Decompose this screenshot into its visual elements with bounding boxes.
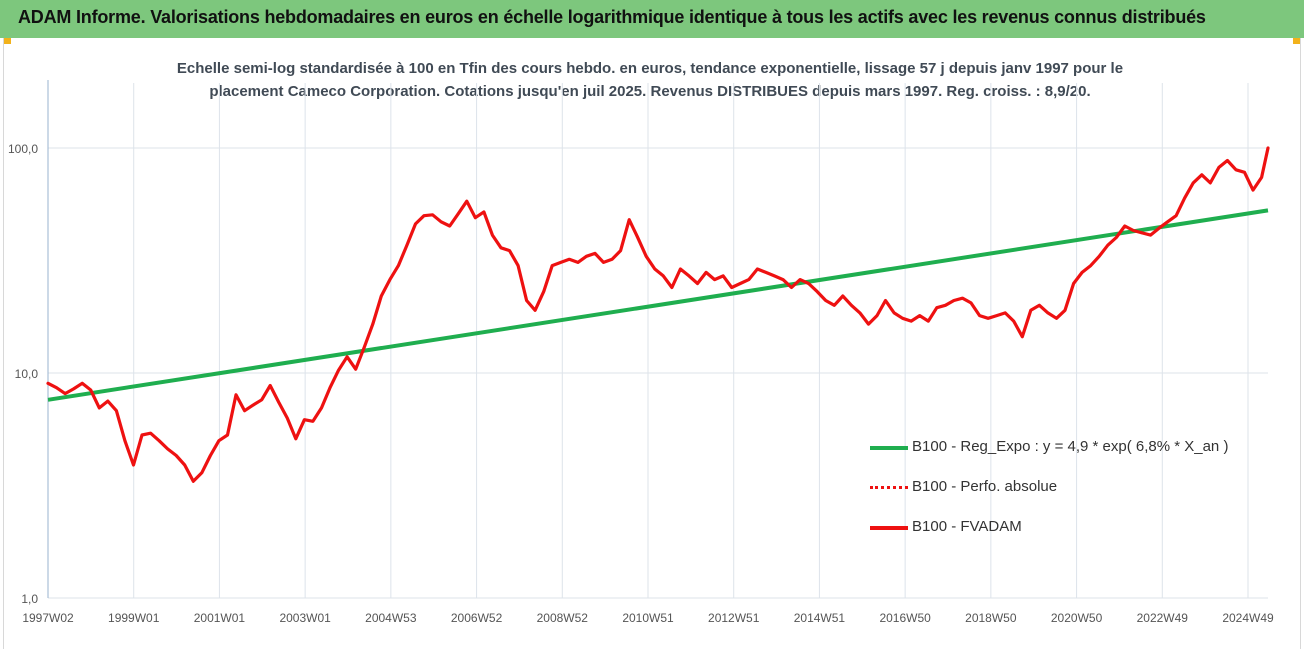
x-tick-label: 1999W01 [108,611,160,625]
header-bar: ADAM Informe. Valorisations hebdomadaire… [0,0,1304,38]
x-tick-label: 2022W49 [1137,611,1189,625]
x-tick-label: 2008W52 [537,611,589,625]
legend-label-fvadam: B100 - FVADAM [912,518,1022,535]
series-line-fvadam [46,146,1270,483]
chart-axes: 1,0 10,0 100,0 1997W02 1999W01 2001W01 2003W01… [8,80,1274,625]
y-tick-label: 1,0 [21,592,38,606]
x-tick-label: 2024W49 [1222,611,1274,625]
x-tick-label: 2004W53 [365,611,417,625]
legend-label-reg: B100 - Reg_Expo : y = 4,9 * exp( 6,8% * … [912,438,1229,455]
chart-frame [3,38,1301,649]
chart-subtitle-line1: Echelle semi-log standardisée à 100 en T… [176,60,1124,77]
corner-marker-right [1293,38,1301,44]
series-line-reg-expo [47,208,1269,402]
x-tick-label: 2003W01 [279,611,331,625]
y-tick-label: 100,0 [8,142,38,156]
legend-swatch-reg [870,446,908,450]
x-tick-label: 1997W02 [22,611,74,625]
chart-subtitle-line2: placement Cameco Corporation. Cotations … [209,83,1091,100]
x-tick-label: 2012W51 [708,611,760,625]
chart-grid [47,83,1268,599]
legend-swatch-fvadam [870,526,908,530]
y-tick-label: 10,0 [15,367,39,381]
chart-series [46,146,1270,483]
legend-swatch-perfo [870,486,908,489]
x-tick-label: 2001W01 [194,611,246,625]
x-tick-label: 2020W50 [1051,611,1103,625]
report-title: ADAM Informe. Valorisations hebdomadaire… [18,7,1206,27]
legend-label-perfo: B100 - Perfo. absolue [912,478,1058,495]
corner-marker-left [3,38,11,44]
x-tick-label: 2018W50 [965,611,1017,625]
x-tick-label: 2016W50 [879,611,931,625]
x-tick-label: 2014W51 [794,611,846,625]
x-tick-label: 2006W52 [451,611,503,625]
x-tick-label: 2010W51 [622,611,674,625]
